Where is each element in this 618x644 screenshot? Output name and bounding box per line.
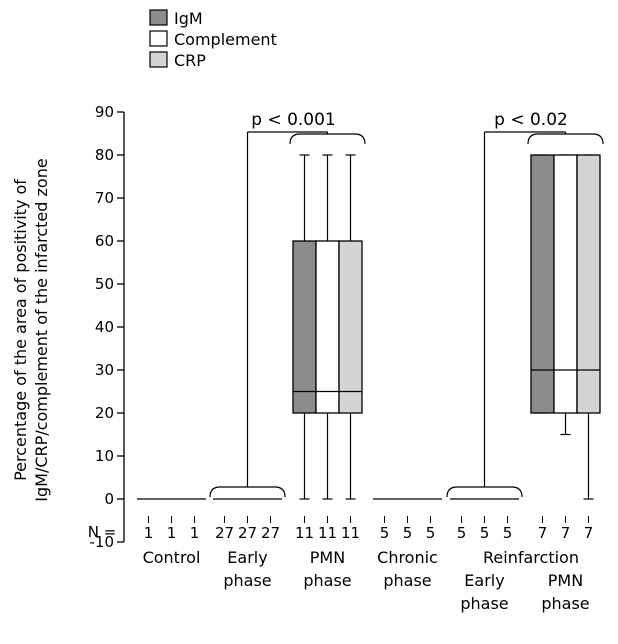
group-label: phase xyxy=(541,594,589,613)
bracket-to xyxy=(289,133,366,145)
y-tick-label: 90 xyxy=(95,103,114,121)
significance-brackets: p < 0.001 p < 0.02 xyxy=(209,110,604,498)
y-axis-title-text: Percentage of the area of positivity of I… xyxy=(11,158,51,501)
group-label: Early xyxy=(464,571,504,590)
n-value: 27 xyxy=(215,524,234,542)
box-complement xyxy=(553,154,578,414)
n-value: 5 xyxy=(457,524,467,542)
n-value: 5 xyxy=(426,524,436,542)
y-tick-label: -10 xyxy=(90,533,115,551)
n-value: 7 xyxy=(538,524,548,542)
group-label: PMN xyxy=(548,571,583,590)
n-prefix: N = xyxy=(88,523,117,541)
y-axis-title-line-1: Percentage of the area of positivity of xyxy=(11,179,30,481)
n-value: 1 xyxy=(190,524,200,542)
group-label: phase xyxy=(460,594,508,613)
n-value: 5 xyxy=(403,524,413,542)
n-value: 1 xyxy=(167,524,177,542)
box-igm xyxy=(292,240,317,414)
bracket-to xyxy=(527,133,604,145)
super-group-label: Reinfarction xyxy=(483,548,579,567)
p-value-label: p < 0.001 xyxy=(251,110,336,130)
group-label: phase xyxy=(303,571,351,590)
bracket-from xyxy=(446,486,523,498)
legend: IgM Complement CRP xyxy=(149,9,277,70)
n-value: 11 xyxy=(341,524,360,542)
y-tick-label: 30 xyxy=(95,361,114,379)
box-crp xyxy=(338,240,363,414)
group-label: PMN xyxy=(310,548,345,567)
n-value: 5 xyxy=(503,524,513,542)
legend-label: IgM xyxy=(174,9,203,28)
legend-swatch-igm xyxy=(149,9,168,26)
n-value: 11 xyxy=(295,524,314,542)
n-value: 27 xyxy=(261,524,280,542)
group-label: Early xyxy=(227,548,267,567)
legend-swatch-complement xyxy=(149,30,168,47)
y-tick-label: 10 xyxy=(95,447,114,465)
box-crp xyxy=(576,154,601,414)
group-label: Control xyxy=(143,548,201,567)
box-complement xyxy=(315,240,340,414)
group-label: Chronic xyxy=(377,548,438,567)
y-axis-title-line-2: IgM/CRP/complement of the infarcted zone xyxy=(32,158,51,501)
y-axis: -10 0 10 20 30 40 50 60 70 80 90 xyxy=(90,103,125,551)
legend-label: CRP xyxy=(174,51,206,70)
n-value: 1 xyxy=(144,524,154,542)
y-tick-label: 70 xyxy=(95,189,114,207)
n-value: 7 xyxy=(584,524,594,542)
p-value-label: p < 0.02 xyxy=(494,110,568,130)
y-tick-label: 50 xyxy=(95,275,114,293)
y-tick-label: 0 xyxy=(104,490,114,508)
y-tick-label: 40 xyxy=(95,318,114,336)
n-value: 27 xyxy=(238,524,257,542)
y-axis-title: Percentage of the area of positivity of I… xyxy=(11,158,51,501)
n-value: 5 xyxy=(380,524,390,542)
bracket-from xyxy=(209,486,286,498)
group-label: phase xyxy=(383,571,431,590)
group-label: phase xyxy=(223,571,271,590)
legend-swatch-crp xyxy=(149,51,168,68)
legend-label: Complement xyxy=(174,30,277,49)
plot-area xyxy=(137,154,601,500)
n-value: 11 xyxy=(318,524,337,542)
y-tick-label: 60 xyxy=(95,232,114,250)
n-value: 7 xyxy=(561,524,571,542)
n-value: 5 xyxy=(480,524,490,542)
y-tick-label: 20 xyxy=(95,404,114,422)
box-igm xyxy=(530,154,555,414)
y-tick-label: 80 xyxy=(95,146,114,164)
